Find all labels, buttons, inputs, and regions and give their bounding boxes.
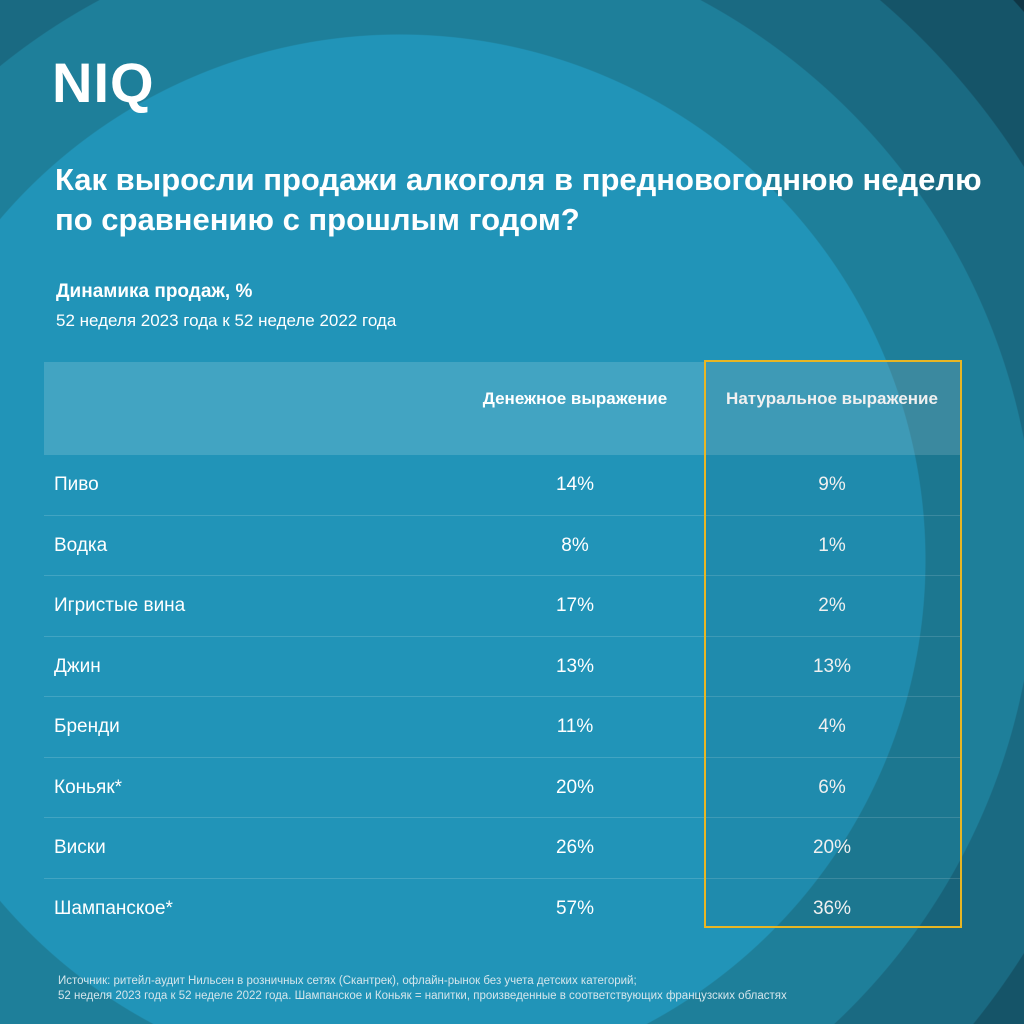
volume-value: 6% [818, 776, 846, 798]
money-value: 17% [555, 595, 595, 616]
niq-logo: NIQ [52, 51, 155, 114]
money-value: 14% [555, 474, 595, 495]
table-subtitle: Динамика продаж, % [56, 281, 253, 302]
money-value: 57% [555, 897, 595, 919]
row-label: Джин [54, 655, 101, 677]
row-label: Коньяк* [54, 776, 123, 798]
money-value: 20% [555, 776, 595, 798]
table-row: Пиво 14% 9% [44, 455, 961, 516]
row-label: Шампанское* [54, 897, 173, 919]
table-row: Игристые вина 17% 2% [44, 576, 961, 637]
volume-value: 36% [812, 897, 852, 919]
table-row: Шампанское* 57% 36% [44, 879, 961, 939]
row-label: Бренди [54, 716, 120, 737]
row-label: Пиво [54, 474, 99, 495]
volume-value: 20% [812, 837, 852, 858]
row-label: Водка [54, 534, 108, 556]
money-value: 13% [555, 655, 595, 677]
table-header: Денежное выражение Натуральное выражение [44, 362, 961, 455]
table-row: Джин 13% 13% [44, 637, 961, 697]
money-value: 11% [556, 716, 594, 737]
table-row: Бренди 11% 4% [44, 697, 961, 758]
page-title: Как выросли продажи алкоголя в предновог… [55, 162, 982, 237]
money-value: 26% [555, 837, 595, 858]
volume-value: 9% [818, 474, 846, 495]
sales-table: Денежное выражение Натуральное выражение… [44, 362, 961, 938]
money-value: 8% [561, 534, 589, 556]
volume-value: 1% [818, 534, 846, 556]
volume-value: 2% [818, 595, 846, 616]
column-header-money: Денежное выражение [482, 389, 668, 408]
footnote-line: Источник: ритейл-аудит Нильсен в розничн… [58, 975, 637, 987]
table-row: Виски 26% 20% [44, 818, 961, 879]
footnote: Источник: ритейл-аудит Нильсен в розничн… [58, 974, 787, 1004]
footnote-line: 52 неделя 2023 года к 52 неделе 2022 год… [58, 990, 787, 1002]
table-row: Водка 8% 1% [44, 516, 961, 576]
table-period: 52 неделя 2023 года к 52 неделе 2022 год… [56, 311, 397, 330]
row-label: Игристые вина [54, 595, 186, 616]
row-label: Виски [54, 837, 106, 858]
volume-value: 4% [818, 716, 846, 737]
volume-value: 13% [812, 655, 852, 677]
column-header-volume: Натуральное выражение [726, 389, 938, 408]
table-row: Коньяк* 20% 6% [44, 758, 961, 818]
